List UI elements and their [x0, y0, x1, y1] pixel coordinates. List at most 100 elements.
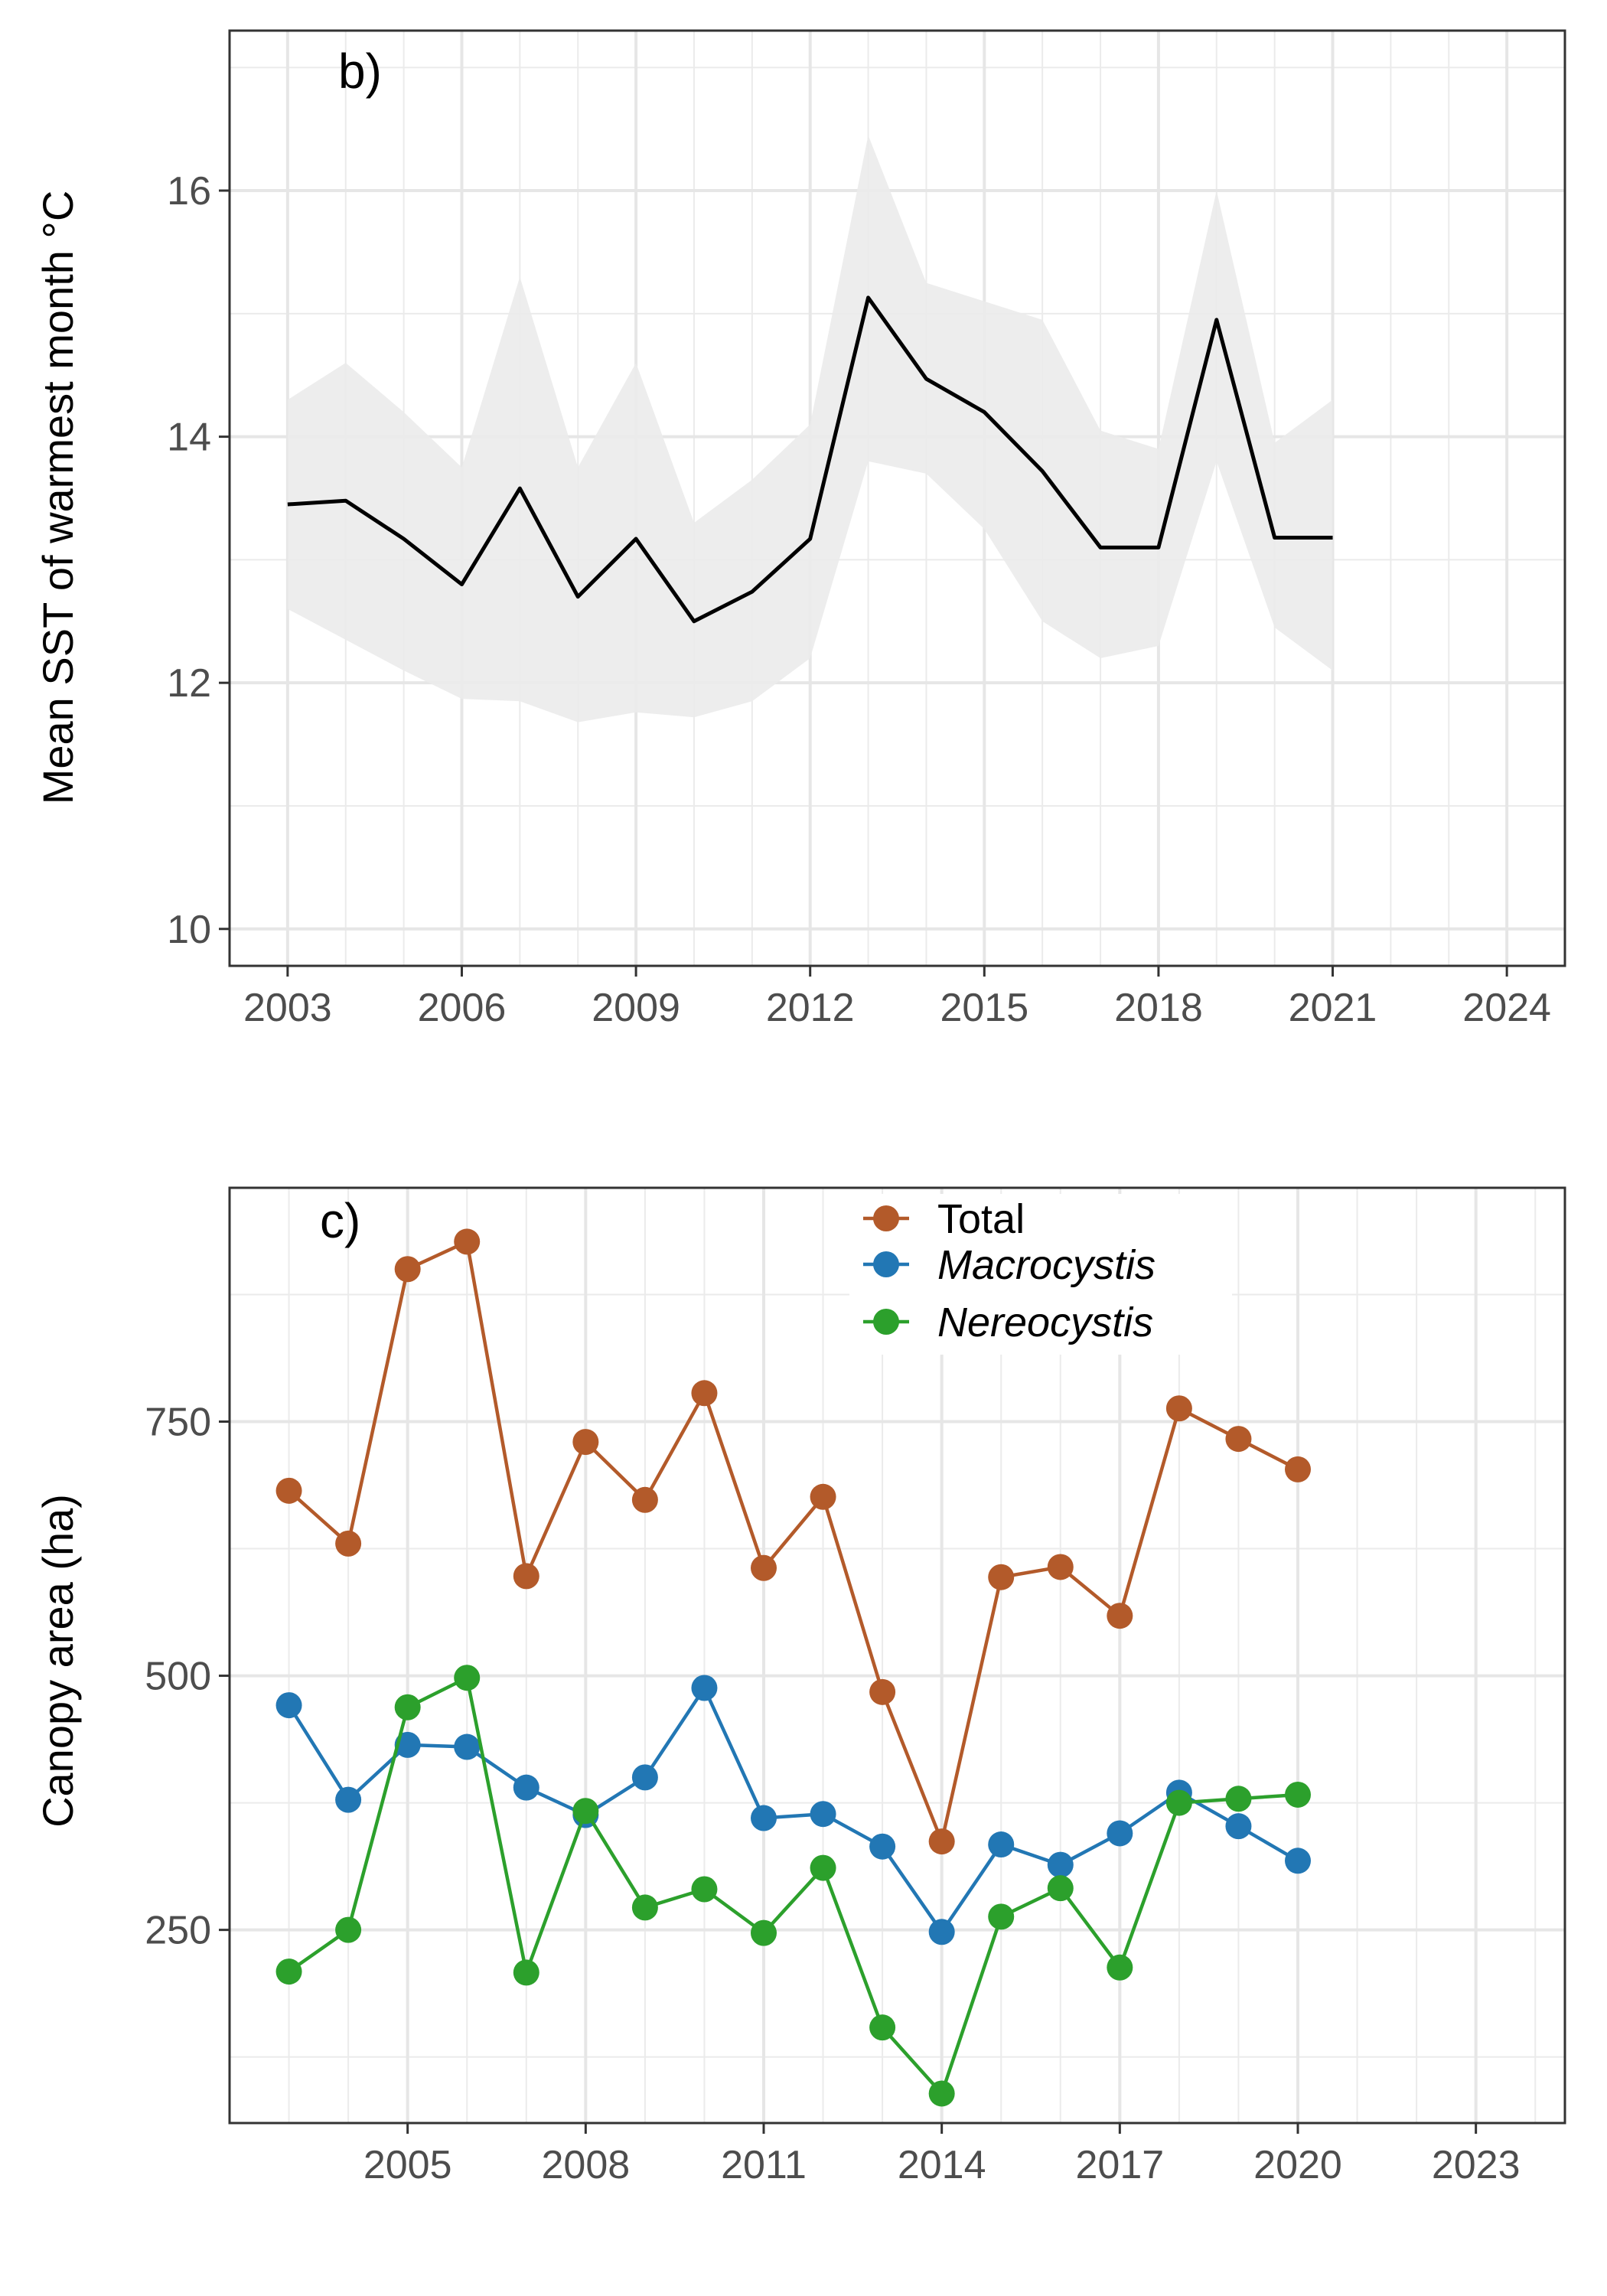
canopy-y-axis: 250 500 750 — [145, 1401, 230, 1953]
nereocystis-point — [928, 2080, 955, 2107]
total-point — [1225, 1426, 1252, 1453]
canopy-x-tick-label: 2011 — [721, 2143, 807, 2187]
sst-x-tick-label: 2021 — [1289, 986, 1377, 1030]
canopy-x-tick-label: 2008 — [541, 2143, 630, 2187]
macrocystis-point — [394, 1731, 421, 1758]
nereocystis-point — [1107, 1954, 1133, 1981]
nereocystis-point — [275, 1958, 302, 1985]
sst-x-tick-label: 2024 — [1462, 986, 1551, 1030]
total-point — [394, 1256, 421, 1283]
nereocystis-point — [751, 1919, 777, 1946]
total-point — [1047, 1554, 1074, 1580]
macrocystis-point — [631, 1764, 658, 1791]
legend-background — [849, 1194, 1232, 1355]
canopy-x-tick-label: 2014 — [898, 2143, 986, 2187]
sst-mean-line — [287, 295, 1333, 624]
panel-label-c: c) — [320, 1193, 360, 1248]
total-point — [335, 1530, 362, 1557]
total-point — [691, 1380, 718, 1407]
canopy-y-tick-label: 500 — [145, 1655, 211, 1699]
series-nereocystis — [275, 1665, 1311, 2107]
legend-item-macrocystis: Macrocystis — [863, 1242, 1156, 1288]
sst-y-axis-title: Mean SST of warmest month °C — [34, 191, 82, 805]
total-point — [454, 1228, 481, 1255]
total-point — [928, 1828, 955, 1855]
sst-x-tick-label: 2012 — [766, 986, 855, 1030]
total-point — [810, 1483, 836, 1510]
nereocystis-point — [691, 1876, 718, 1903]
legend-label-total: Total — [937, 1196, 1025, 1242]
macrocystis-point — [1047, 1851, 1074, 1878]
sst-x-tick-label: 2015 — [940, 986, 1028, 1030]
canopy-panel-border — [228, 1186, 1566, 2125]
macrocystis-point — [454, 1733, 481, 1760]
canopy-x-tick-label: 2017 — [1075, 2143, 1164, 2187]
total-point — [751, 1554, 777, 1581]
sst-y-tick-label: 14 — [167, 416, 211, 460]
macrocystis-point — [275, 1692, 302, 1719]
nereocystis-point — [631, 1894, 658, 1921]
canopy-x-tick-label: 2023 — [1432, 2143, 1521, 2187]
macrocystis-point — [335, 1786, 362, 1813]
sst-x-tick-label: 2003 — [243, 986, 332, 1030]
nereocystis-point — [572, 1798, 599, 1825]
sst-panel: 2003 2006 2009 2012 2015 2018 2021 2024 1012141… — [34, 29, 1566, 1030]
legend-key-point-nereocystis — [873, 1309, 899, 1335]
panel-label-b: b) — [338, 44, 382, 99]
nereocystis-point — [869, 2014, 896, 2041]
nereocystis-point — [454, 1665, 481, 1691]
sst-x-tick-label: 2006 — [418, 986, 507, 1030]
macrocystis-point — [869, 1833, 896, 1860]
nereocystis-point — [1047, 1875, 1074, 1902]
sst-y-tick-label: 10 — [167, 908, 211, 952]
canopy-x-tick-label: 2005 — [363, 2143, 452, 2187]
nereocystis-point — [988, 1903, 1015, 1930]
sst-y-tick-label: 16 — [167, 169, 211, 214]
legend-label-macrocystis: Macrocystis — [937, 1242, 1156, 1288]
total-point — [869, 1678, 896, 1705]
sst-x-axis: 2003 2006 2009 2012 2015 2018 2021 2024 — [243, 966, 1551, 1030]
macrocystis-point — [513, 1774, 539, 1801]
canopy-y-tick-label: 250 — [145, 1909, 211, 1953]
sst-confidence-ribbon — [287, 135, 1333, 722]
total-point — [631, 1486, 658, 1513]
sst-y-axis: 10 12 14 16 — [167, 169, 230, 952]
canopy-x-tick-label: 2020 — [1253, 2143, 1342, 2187]
canopy-y-axis-title: Canopy area (ha) — [34, 1494, 82, 1828]
legend-item-nereocystis: Nereocystis — [863, 1300, 1153, 1345]
macrocystis-point — [1225, 1813, 1252, 1840]
total-point — [1165, 1395, 1192, 1422]
legend-label-nereocystis: Nereocystis — [937, 1300, 1153, 1345]
total-point — [572, 1429, 599, 1456]
nereocystis-point — [513, 1959, 539, 1986]
legend-key-point-total — [873, 1205, 899, 1231]
sst-x-tick-label: 2009 — [592, 986, 680, 1030]
legend-item-total: Total — [863, 1196, 1025, 1242]
macrocystis-point — [691, 1675, 718, 1701]
total-point — [988, 1564, 1015, 1590]
series-total — [275, 1228, 1311, 1855]
macrocystis-point — [810, 1801, 836, 1828]
legend-key-point-macrocystis — [873, 1251, 899, 1277]
macrocystis-point — [1107, 1820, 1133, 1847]
nereocystis-point — [1165, 1789, 1192, 1816]
macrocystis-point — [751, 1805, 777, 1831]
macrocystis-point — [988, 1831, 1015, 1858]
macrocystis-point — [928, 1919, 955, 1945]
total-point — [275, 1477, 302, 1504]
sst-panel-border — [228, 29, 1566, 967]
macrocystis-point — [1285, 1848, 1311, 1874]
canopy-x-axis: 2005 2008 2011 2014 2017 2020 2023 — [363, 2123, 1521, 2187]
nereocystis-point — [1285, 1781, 1311, 1808]
canopy-series — [275, 1228, 1311, 2107]
canopy-panel: 2005 2008 2011 2014 2017 2020 2023 250 500 750 c… — [34, 1186, 1566, 2187]
sst-y-tick-label: 12 — [167, 661, 211, 706]
sst-x-tick-label: 2018 — [1114, 986, 1203, 1030]
total-point — [513, 1563, 539, 1590]
canopy-y-tick-label: 750 — [145, 1401, 211, 1445]
nereocystis-point — [394, 1694, 421, 1720]
total-point — [1107, 1603, 1133, 1629]
total-point — [1285, 1456, 1311, 1482]
